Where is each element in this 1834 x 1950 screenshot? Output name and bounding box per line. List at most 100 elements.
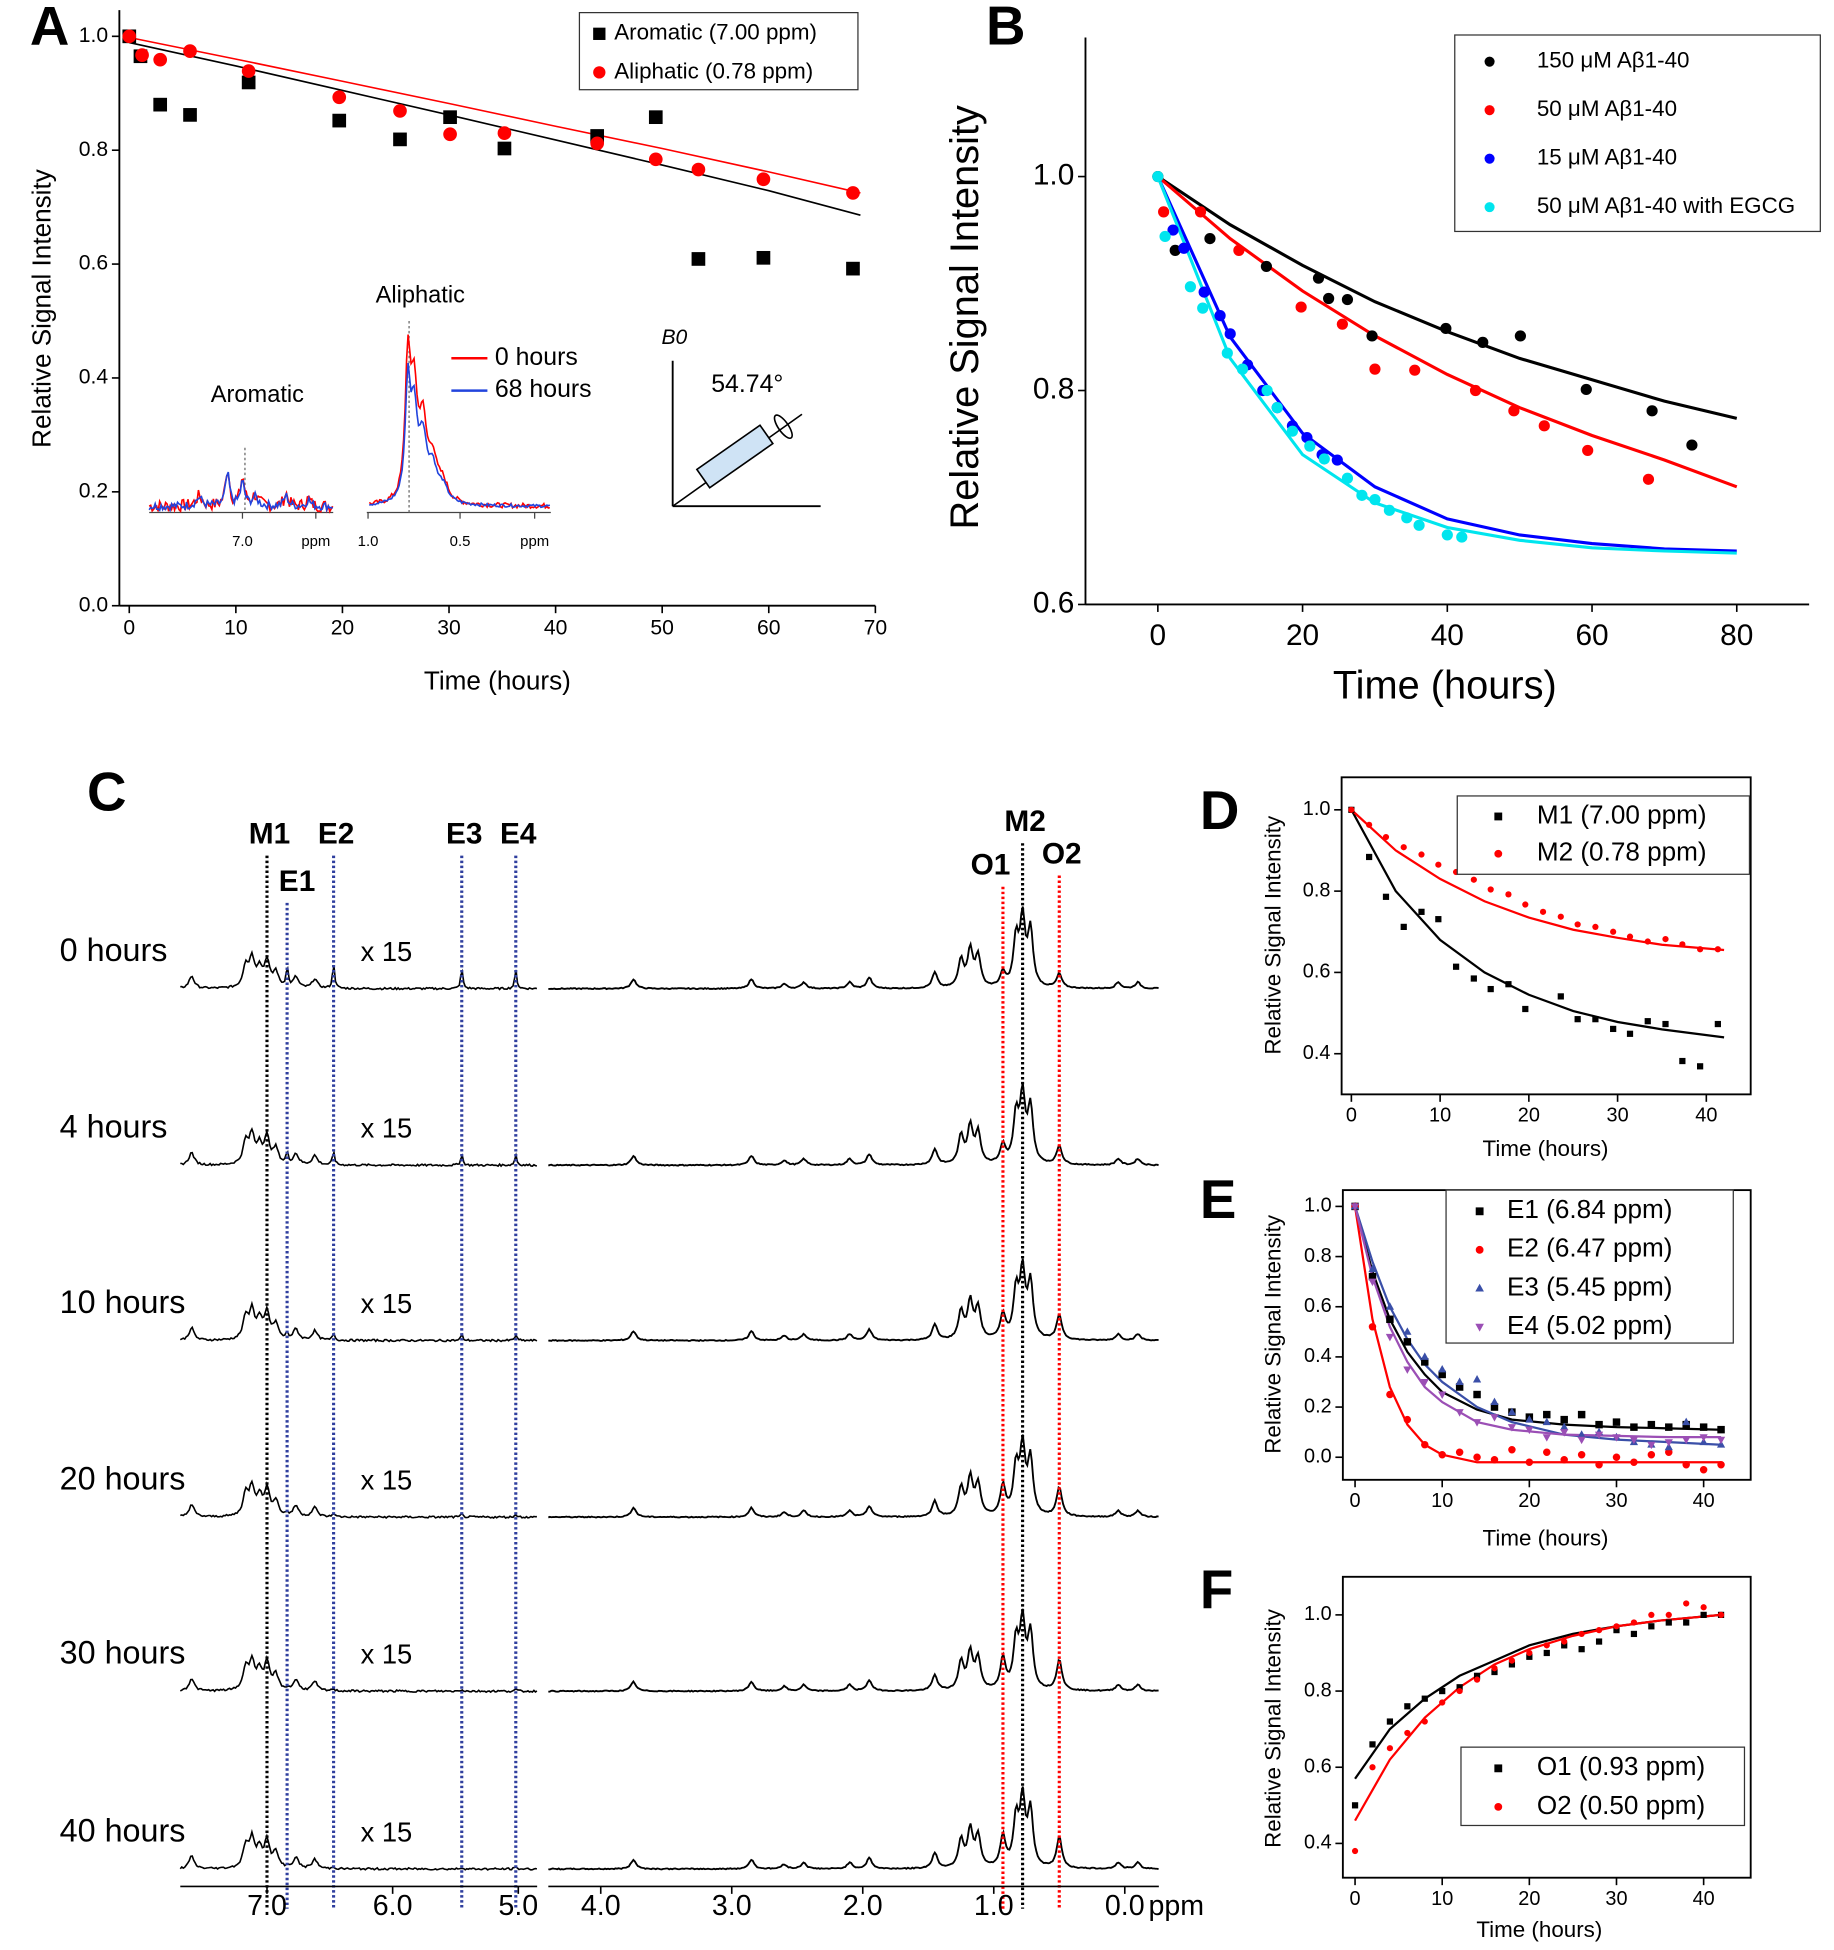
data-point	[1439, 1699, 1446, 1706]
inset-tick-label: 0.5	[450, 533, 471, 550]
data-point	[1341, 472, 1354, 484]
peak-label: O1	[971, 849, 1011, 882]
data-point	[1542, 1417, 1551, 1426]
data-point	[1198, 286, 1210, 298]
legend-marker	[1475, 1283, 1484, 1292]
data-point	[1525, 1426, 1534, 1435]
data-point	[135, 48, 149, 62]
data-point	[1455, 1448, 1464, 1456]
data-point	[1369, 363, 1381, 375]
data-point	[241, 64, 256, 78]
data-point	[1403, 1415, 1412, 1424]
y-tick-label: 1.0	[79, 24, 108, 47]
data-point	[1197, 302, 1209, 314]
x-tick-label: 30	[1607, 1104, 1629, 1126]
data-point	[1323, 292, 1335, 305]
y-tick-label: 0.6	[1304, 1755, 1332, 1777]
spectrum-trace	[179, 1300, 538, 1343]
data-point	[1525, 1415, 1534, 1423]
data-point	[1644, 938, 1651, 945]
data-point	[1261, 384, 1273, 397]
y-axis-title: Relative Signal Intensity	[1260, 1608, 1285, 1848]
x-axis-title: Time (hours)	[424, 666, 571, 696]
data-point	[1644, 1018, 1651, 1025]
x-axis-title: Time (hours)	[1333, 663, 1557, 707]
data-point	[1286, 425, 1299, 437]
x-tick-label: 10	[1429, 1104, 1451, 1126]
data-point	[1679, 1057, 1686, 1065]
x-tick-label: 6.0	[373, 1890, 413, 1922]
peak-label: E1	[279, 865, 315, 898]
data-point	[1507, 1407, 1517, 1416]
fit-curve	[1353, 1206, 1722, 1464]
fit-curve	[1350, 809, 1725, 1039]
data-point	[1368, 1264, 1377, 1273]
spectrum-trace	[148, 471, 334, 513]
y-tick-label: 0.0	[79, 593, 108, 616]
data-point	[1700, 1611, 1707, 1618]
legend-box	[578, 11, 859, 91]
data-point	[1612, 1418, 1621, 1426]
x-tick-label: 50	[650, 617, 674, 640]
sample-tube	[695, 424, 774, 489]
data-point	[1508, 1445, 1516, 1454]
data-point	[1577, 1410, 1586, 1419]
data-point	[1169, 244, 1181, 256]
data-point	[1522, 901, 1529, 908]
panel-label: A	[30, 0, 70, 56]
data-point	[1214, 310, 1226, 322]
legend-label: E3 (5.45 ppm)	[1507, 1271, 1672, 1301]
data-point	[1490, 1403, 1499, 1411]
fit-curve	[1353, 1206, 1722, 1431]
y-tick-label: 0.8	[1303, 879, 1331, 901]
legend-label: Aromatic (7.00 ppm)	[614, 20, 817, 45]
data-point	[1582, 444, 1594, 457]
data-point	[1697, 946, 1704, 953]
data-point	[648, 152, 663, 167]
data-point	[1525, 1458, 1534, 1466]
data-point	[1438, 1364, 1447, 1373]
x-tick-label: 20	[1518, 1888, 1540, 1910]
data-point	[1456, 1687, 1463, 1695]
data-point	[1438, 1370, 1446, 1379]
data-point	[122, 29, 137, 44]
data-point	[1386, 1390, 1394, 1399]
data-point	[1717, 1425, 1725, 1434]
data-point	[1366, 821, 1373, 828]
data-point	[1421, 1358, 1429, 1366]
legend-marker	[1494, 1802, 1503, 1811]
data-point	[1505, 981, 1512, 988]
legend-label: O1 (0.93 ppm)	[1537, 1751, 1705, 1781]
y-tick-label: 1.0	[1303, 798, 1331, 820]
data-point	[846, 186, 860, 200]
legend-marker	[1494, 812, 1503, 821]
x-tick-label: 30	[1605, 1490, 1627, 1512]
data-point	[1368, 1323, 1377, 1331]
spectrum-trace	[179, 1828, 538, 1871]
data-point	[1336, 318, 1348, 330]
legend-label: 50 μM Aβ1-40 with EGCG	[1537, 193, 1795, 218]
x-tick-label: 10	[224, 617, 248, 640]
data-point	[1403, 1327, 1412, 1335]
data-point	[1717, 1461, 1725, 1469]
data-point	[1403, 1338, 1412, 1346]
data-point	[1421, 1695, 1428, 1702]
data-point	[1469, 384, 1482, 397]
data-point	[1386, 1745, 1394, 1752]
peak-label: E4	[500, 818, 537, 851]
data-point	[1557, 913, 1564, 920]
data-point	[1418, 908, 1425, 915]
data-point	[1574, 921, 1581, 928]
data-point	[756, 172, 771, 187]
data-point	[1626, 1030, 1634, 1037]
data-point	[1477, 336, 1489, 348]
y-tick-label: 0.6	[1304, 1295, 1332, 1317]
data-point	[1438, 1391, 1447, 1400]
data-point	[1351, 1802, 1359, 1809]
data-point	[1386, 1718, 1394, 1725]
data-point	[1683, 1619, 1690, 1626]
data-point	[241, 75, 256, 90]
data-point	[1455, 1383, 1464, 1391]
data-point	[1648, 1623, 1655, 1630]
data-point	[1665, 1611, 1672, 1618]
